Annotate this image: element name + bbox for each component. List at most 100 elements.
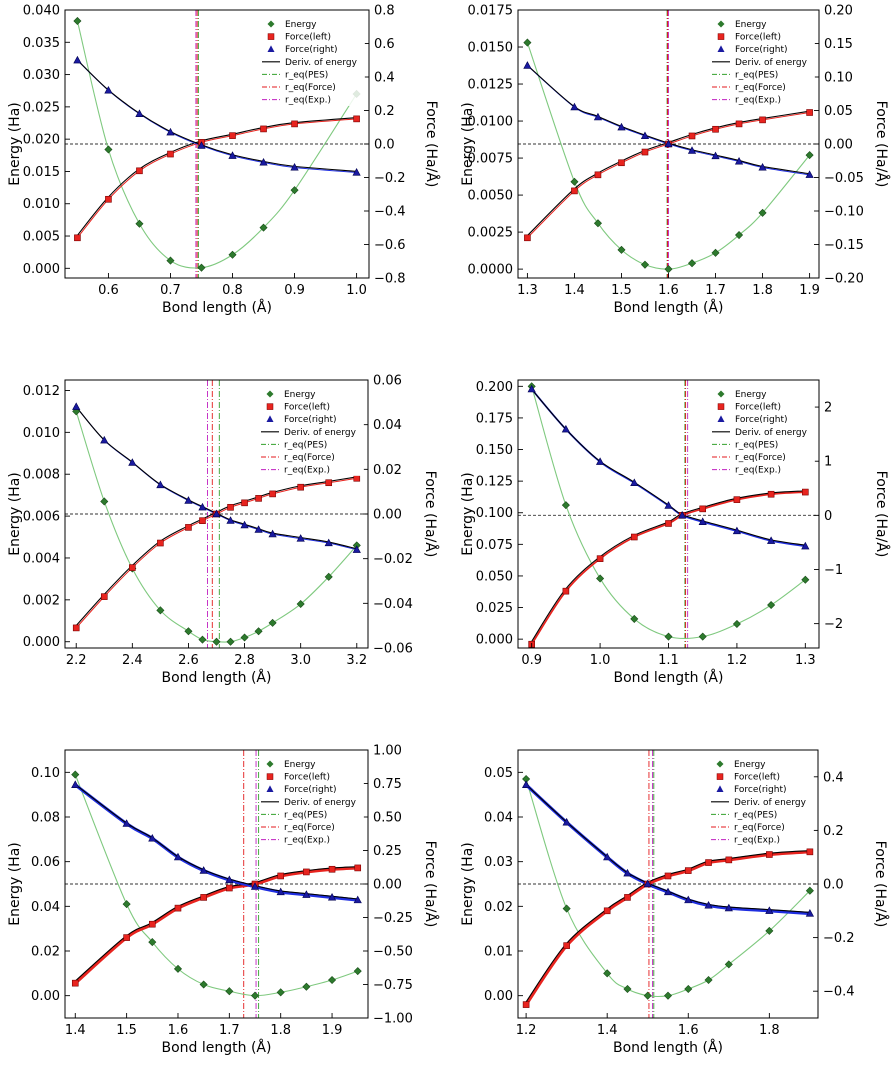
y-tick-label-left: 0.040 — [23, 4, 60, 19]
y-tick-label-right: 0.00 — [824, 138, 853, 153]
force-right-point — [135, 109, 144, 117]
y-tick-label-left: 0.02 — [31, 945, 60, 960]
energy-point — [623, 984, 632, 993]
force-right-point — [240, 520, 249, 529]
force-right-point — [296, 534, 305, 542]
y-tick-label-left: 0.000 — [23, 262, 60, 277]
force-right-point — [327, 892, 337, 901]
energy-point — [296, 600, 305, 609]
legend: Energy Force(left) Force(right) Deriv. of e… — [261, 14, 365, 106]
force-left-point — [618, 159, 625, 167]
legend-label: Deriv. of energy — [285, 58, 358, 68]
legend-label: r_eq(PES) — [284, 810, 327, 820]
y-tick-label-left: 0.04 — [484, 811, 513, 826]
legend-label: Force(right) — [284, 415, 337, 425]
force-right-point — [268, 529, 277, 538]
force-left-point — [705, 859, 712, 866]
y-axis-label-right: Force (Ha/Å) — [873, 471, 890, 558]
force-right-point — [562, 817, 571, 826]
force-left-point — [255, 495, 262, 502]
legend-label: Deriv. of energy — [284, 428, 357, 438]
y-tick-label-left: 0.030 — [23, 68, 60, 83]
x-tick-label: 1.5 — [611, 283, 632, 298]
force-right-point — [734, 156, 744, 165]
y-tick-label-right: 0.25 — [373, 844, 402, 859]
legend: Energy Force(left) Force(right) Deriv. of e… — [711, 384, 815, 476]
force-left-curve — [75, 477, 357, 629]
y-tick-label-right: 0.00 — [373, 508, 402, 523]
force-right-point — [226, 516, 235, 524]
legend-label: Force(right) — [735, 415, 788, 425]
force-right-point — [527, 384, 536, 393]
legend-label: Deriv. of energy — [284, 798, 357, 808]
legend-marker-force-left — [717, 33, 725, 40]
energy-point — [71, 770, 80, 779]
legend-label: Force(right) — [734, 785, 787, 795]
force-right-point — [630, 478, 639, 486]
energy-point — [198, 635, 207, 644]
y-tick-label-right: 0.0 — [374, 138, 395, 153]
y-tick-label-left: 0.075 — [476, 538, 513, 553]
force-left-point — [229, 132, 236, 139]
y-tick-label-left: 0.012 — [23, 384, 60, 399]
force-left-point — [123, 934, 130, 941]
x-axis-label: Bond length (Å) — [162, 669, 272, 686]
force-right-point — [122, 819, 131, 827]
y-tick-label-right: 1.00 — [373, 744, 402, 759]
legend-marker-force-left — [266, 773, 274, 780]
force-left-point — [767, 490, 775, 498]
energy-point — [156, 606, 165, 615]
legend-marker-force-left — [717, 403, 725, 410]
force-left-point — [699, 505, 707, 513]
energy-point — [640, 260, 650, 269]
energy-point — [72, 407, 81, 416]
y-tick-label-left: 0.020 — [23, 133, 60, 148]
legend-label: Energy — [285, 20, 317, 30]
x-tick-label: 1.6 — [658, 283, 679, 298]
energy-point — [758, 208, 767, 217]
legend-marker-force-right — [717, 415, 725, 422]
y-tick-label-left: 0.01 — [484, 945, 513, 960]
y-tick-label-left: 0.000 — [476, 633, 513, 648]
legend-marker-energy — [717, 20, 725, 28]
force-right-point — [561, 424, 570, 433]
force-left-point — [297, 483, 304, 491]
y-tick-label-right: −0.8 — [374, 272, 406, 287]
y-tick-label-right: 0.10 — [824, 71, 853, 86]
force-right-point — [603, 852, 612, 861]
x-tick-label: 1.4 — [564, 283, 585, 298]
x-axis-label: Bond length (Å) — [162, 299, 272, 316]
y-tick-label-right: 0.2 — [823, 824, 844, 839]
energy-point — [259, 223, 268, 232]
energy-point — [704, 976, 713, 985]
force-right-point — [173, 852, 183, 861]
legend-label: r_eq(PES) — [285, 70, 328, 80]
force-left-point — [712, 125, 719, 133]
legend-marker-energy — [267, 20, 275, 28]
x-tick-label: 1.5 — [116, 1023, 137, 1038]
y-axis-label-right: Force (Ha/Å) — [422, 471, 439, 558]
force-left-point — [596, 555, 604, 562]
force-right-point — [704, 901, 713, 909]
panel-5: 1.4 1.5 1.6 1.7 1.8 1.9 0.00 0.02 0.04 0.06 0.08 0.… — [7, 744, 439, 1057]
energy-point — [687, 259, 697, 268]
y-tick-label-left: 0.050 — [476, 569, 513, 584]
legend-label: Force(right) — [735, 45, 788, 55]
force-left-point — [522, 1001, 530, 1008]
x-tick-label: 1.2 — [516, 1023, 537, 1038]
y-tick-label-right: 1 — [824, 455, 832, 470]
y-tick-label-right: −0.4 — [374, 205, 406, 220]
legend-label: Force(left) — [285, 33, 331, 43]
plot-area — [65, 750, 368, 1018]
x-tick-label: 1.6 — [678, 1023, 699, 1038]
force-right-point — [353, 895, 362, 904]
force-left-point — [641, 148, 649, 156]
force-left-point — [684, 867, 692, 874]
force-right-point — [148, 834, 157, 842]
energy-point — [664, 265, 673, 274]
legend-label: r_eq(PES) — [284, 440, 327, 450]
x-tick-label: 1.9 — [799, 283, 820, 298]
legend-marker-force-right — [267, 45, 275, 52]
legend-label: Force(right) — [284, 785, 337, 795]
y-tick-label-left: 0.00 — [484, 989, 513, 1004]
